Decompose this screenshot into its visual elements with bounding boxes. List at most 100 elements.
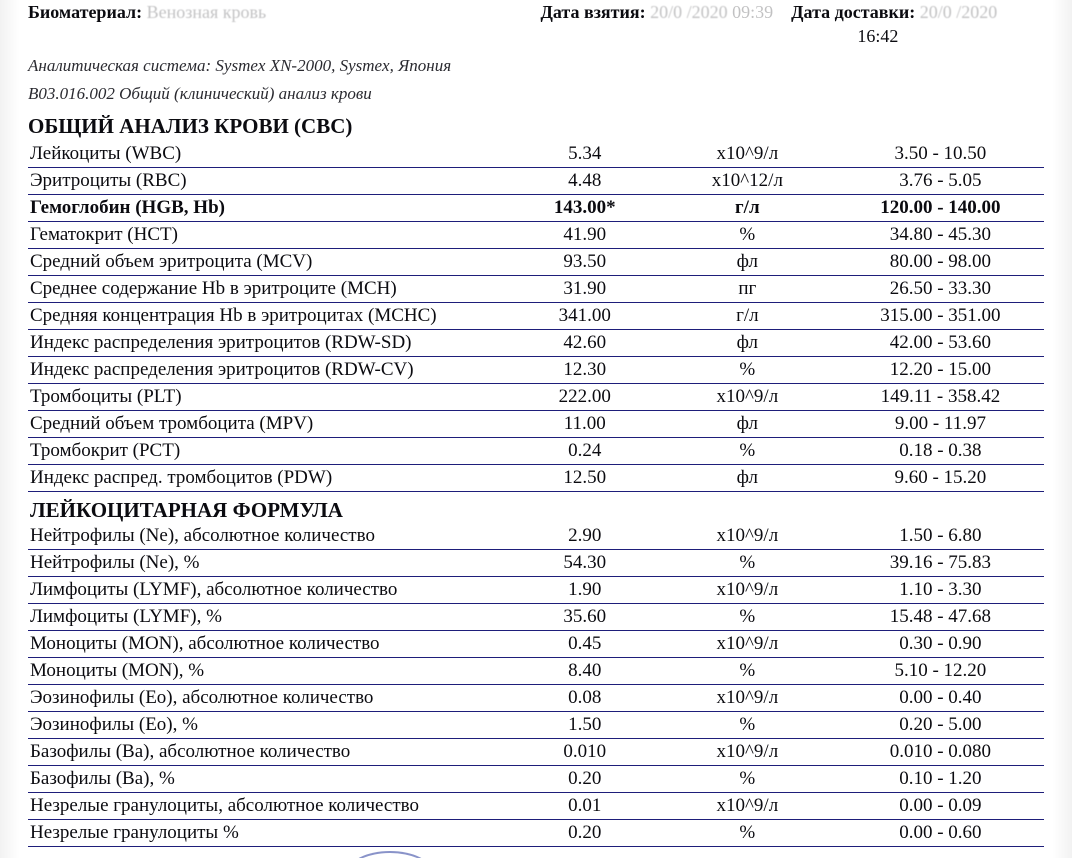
cbc-cell-name: Гематокрит (HCT) [28, 222, 516, 249]
table-row: Лейкоциты (WBC)5.34х10^9/л3.50 - 10.50 [28, 141, 1044, 168]
table-row: Гемоглобин (HGB, Hb)143.00*г/л120.00 - 1… [28, 195, 1044, 222]
cbc-cell-unit: пг [658, 276, 841, 303]
cbc-cell-value: 11.00 [516, 411, 658, 438]
table-row: Тромбокрит (PCT)0.24%0.18 - 0.38 [28, 438, 1044, 465]
diff-cell-unit: % [658, 766, 841, 793]
cbc-cell-unit: % [658, 357, 841, 384]
diff-cell-name: Незрелые гранулоциты % [28, 820, 516, 847]
diff-cell-unit: х10^9/л [658, 685, 841, 712]
table-row: Средняя концентрация Hb в эритроцитах (M… [28, 303, 1044, 330]
cbc-cell-name: Гемоглобин (HGB, Hb) [28, 195, 516, 222]
diff-cell-ref: 0.010 - 0.080 [841, 739, 1044, 766]
cbc-cell-value: 4.48 [516, 168, 658, 195]
diff-cell-value: 0.20 [516, 766, 658, 793]
diff-cell-value: 0.45 [516, 631, 658, 658]
diff-cell-name: Моноциты (MON), абсолютное количество [28, 631, 516, 658]
diff-cell-value: 2.90 [516, 523, 658, 550]
cbc-cell-name: Средняя концентрация Hb в эритроцитах (M… [28, 303, 516, 330]
table-row: Моноциты (MON), %8.40%5.10 - 12.20 [28, 658, 1044, 685]
cbc-cell-value: 93.50 [516, 249, 658, 276]
cbc-cell-ref: 34.80 - 45.30 [841, 222, 1044, 249]
cbc-cell-ref: 149.11 - 358.42 [841, 384, 1044, 411]
table-row: Незрелые гранулоциты %0.20%0.00 - 0.60 [28, 820, 1044, 847]
cbc-cell-ref: 12.20 - 15.00 [841, 357, 1044, 384]
biomaterial-value: Венозная кровь [147, 2, 267, 22]
cbc-cell-unit: фл [658, 411, 841, 438]
diff-cell-name: Нейтрофилы (Ne), % [28, 550, 516, 577]
table-row: Незрелые гранулоциты, абсолютное количес… [28, 793, 1044, 820]
diff-cell-unit: % [658, 604, 841, 631]
cbc-cell-ref: 42.00 - 53.60 [841, 330, 1044, 357]
diff-cell-value: 35.60 [516, 604, 658, 631]
table-row: Индекс распределения эритроцитов (RDW-SD… [28, 330, 1044, 357]
service-code: B03.016.002 Общий (клинический) анализ к… [28, 84, 1044, 104]
cbc-cell-value: 0.24 [516, 438, 658, 465]
cbc-cell-unit: фл [658, 249, 841, 276]
cbc-cell-ref: 9.00 - 11.97 [841, 411, 1044, 438]
cbc-cell-name: Средний объем тромбоцита (MPV) [28, 411, 516, 438]
cbc-cell-ref: 9.60 - 15.20 [841, 465, 1044, 492]
table-row: Базофилы (Ba), абсолютное количество0.01… [28, 739, 1044, 766]
diff-cell-value: 0.08 [516, 685, 658, 712]
diff-cell-name: Лимфоциты (LYMF), абсолютное количество [28, 577, 516, 604]
doc-header-clipped: Биоматериал: Венозная кровь Дата взятия:… [28, 0, 1044, 48]
table-row: Эозинофилы (Eo), %1.50%0.20 - 5.00 [28, 712, 1044, 739]
cbc-cell-value: 341.00 [516, 303, 658, 330]
table-row: Нейтрофилы (Ne), абсолютное количество2.… [28, 523, 1044, 550]
cbc-cell-name: Тромбоциты (PLT) [28, 384, 516, 411]
cbc-cell-ref: 0.18 - 0.38 [841, 438, 1044, 465]
cbc-cell-value: 143.00* [516, 195, 658, 222]
cbc-cell-unit: г/л [658, 195, 841, 222]
diff-cell-ref: 5.10 - 12.20 [841, 658, 1044, 685]
biomaterial-label: Биоматериал: [28, 2, 142, 22]
cbc-cell-name: Тромбокрит (PCT) [28, 438, 516, 465]
diff-cell-unit: х10^9/л [658, 577, 841, 604]
table-row: Индекс распределения эритроцитов (RDW-CV… [28, 357, 1044, 384]
table-row: Тромбоциты (PLT)222.00х10^9/л149.11 - 35… [28, 384, 1044, 411]
diff-cell-unit: х10^9/л [658, 793, 841, 820]
table-row: Нейтрофилы (Ne), %54.30%39.16 - 75.83 [28, 550, 1044, 577]
diff-table: ЛЕЙКОЦИТАРНАЯ ФОРМУЛА Нейтрофилы (Ne), а… [28, 492, 1044, 847]
table-row: Эритроциты (RBC)4.48х10^12/л3.76 - 5.05 [28, 168, 1044, 195]
diff-cell-ref: 0.20 - 5.00 [841, 712, 1044, 739]
diff-cell-unit: х10^9/л [658, 631, 841, 658]
diff-cell-name: Эозинофилы (Eo), % [28, 712, 516, 739]
diff-cell-ref: 15.48 - 47.68 [841, 604, 1044, 631]
diff-cell-value: 0.010 [516, 739, 658, 766]
diff-cell-unit: % [658, 712, 841, 739]
diff-cell-unit: % [658, 550, 841, 577]
diff-cell-value: 0.01 [516, 793, 658, 820]
diff-cell-name: Базофилы (Ba), абсолютное количество [28, 739, 516, 766]
diff-cell-unit: х10^9/л [658, 739, 841, 766]
diff-cell-name: Лимфоциты (LYMF), % [28, 604, 516, 631]
cbc-cell-unit: % [658, 222, 841, 249]
cbc-cell-value: 12.50 [516, 465, 658, 492]
diff-cell-value: 1.50 [516, 712, 658, 739]
cbc-cell-value: 12.30 [516, 357, 658, 384]
cbc-cell-ref: 3.76 - 5.05 [841, 168, 1044, 195]
diff-cell-unit: х10^9/л [658, 523, 841, 550]
section-title-diff-row: ЛЕЙКОЦИТАРНАЯ ФОРМУЛА [28, 492, 1044, 523]
table-row: Базофилы (Ba), %0.20%0.10 - 1.20 [28, 766, 1044, 793]
diff-cell-ref: 39.16 - 75.83 [841, 550, 1044, 577]
cbc-cell-value: 31.90 [516, 276, 658, 303]
cbc-cell-name: Эритроциты (RBC) [28, 168, 516, 195]
table-row: Лимфоциты (LYMF), абсолютное количество1… [28, 577, 1044, 604]
cbc-cell-unit: % [658, 438, 841, 465]
cbc-cell-value: 41.90 [516, 222, 658, 249]
cbc-cell-ref: 315.00 - 351.00 [841, 303, 1044, 330]
diff-cell-value: 0.20 [516, 820, 658, 847]
cbc-cell-ref: 26.50 - 33.30 [841, 276, 1044, 303]
diff-cell-value: 8.40 [516, 658, 658, 685]
date-taken-time: 09:39 [732, 2, 773, 22]
diff-cell-name: Базофилы (Ba), % [28, 766, 516, 793]
cbc-cell-name: Среднее содержание Hb в эритроците (MCH) [28, 276, 516, 303]
table-row: Гематокрит (HCT)41.90%34.80 - 45.30 [28, 222, 1044, 249]
cbc-cell-value: 222.00 [516, 384, 658, 411]
diff-cell-name: Эозинофилы (Eo), абсолютное количество [28, 685, 516, 712]
date-delivered-time: 16:42 [541, 24, 1039, 48]
cbc-cell-name: Индекс распред. тромбоцитов (PDW) [28, 465, 516, 492]
date-taken-label: Дата взятия: [541, 2, 646, 22]
cbc-cell-ref: 3.50 - 10.50 [841, 141, 1044, 168]
diff-cell-name: Незрелые гранулоциты, абсолютное количес… [28, 793, 516, 820]
